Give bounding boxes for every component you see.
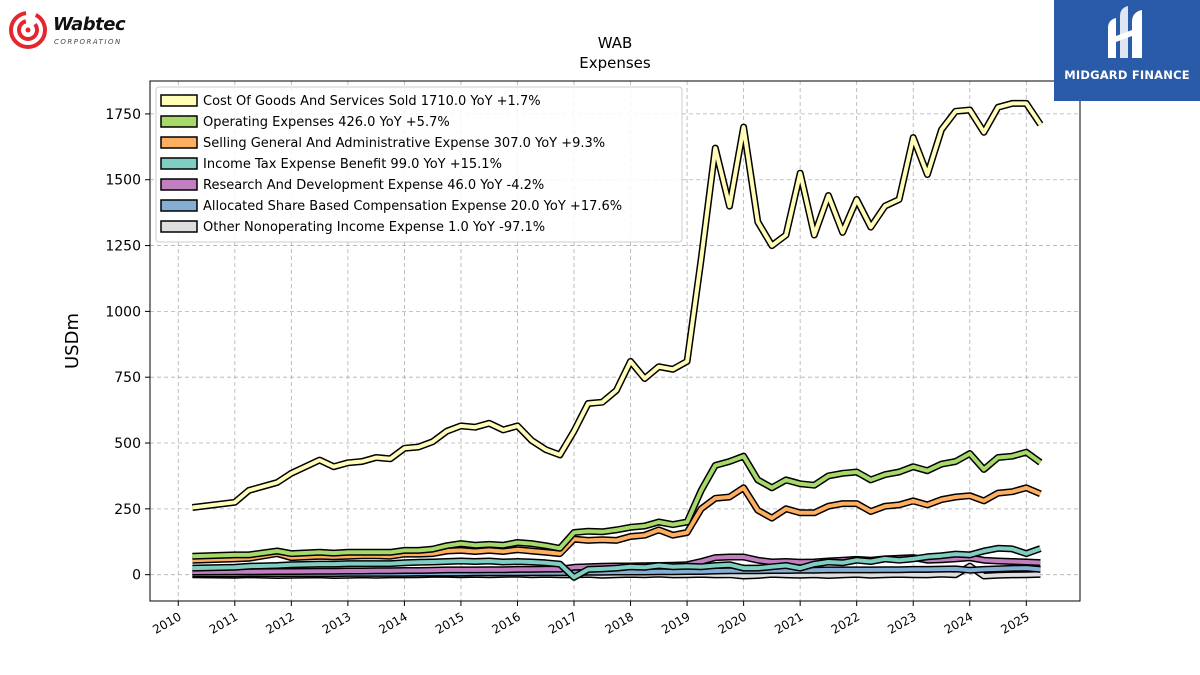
y-tick-label: 1000 (105, 304, 141, 320)
series-lines (191, 99, 1044, 581)
legend-label: Other Nonoperating Income Expense 1.0 Yo… (203, 220, 545, 235)
x-tick-label: 2024 (942, 609, 975, 636)
x-tick-label: 2017 (546, 609, 579, 636)
legend-label: Selling General And Administrative Expen… (203, 136, 605, 151)
legend-swatch (160, 178, 198, 191)
series-line (192, 101, 1043, 510)
legend-label: Operating Expenses 426.0 YoY +5.7% (203, 115, 450, 130)
x-tick-label: 2018 (603, 609, 636, 636)
x-tick-label: 2012 (263, 609, 296, 636)
series-line (192, 485, 1042, 563)
legend-swatch (160, 199, 198, 212)
x-tick-label: 2023 (885, 609, 918, 636)
x-tick-label: 2010 (150, 609, 183, 636)
x-tick-label: 2014 (376, 609, 409, 636)
y-tick-label: 500 (114, 436, 141, 452)
wabtec-logo: Wabtec CORPORATION (8, 8, 148, 52)
plot-frame (149, 80, 1081, 602)
wabtec-logo-icon (9, 11, 47, 49)
legend-swatch (160, 94, 198, 107)
x-tick-label: 2013 (320, 609, 353, 636)
wabtec-logo-subtitle: CORPORATION (54, 38, 122, 46)
x-tick-label: 2019 (659, 609, 692, 636)
x-tick-label: 2025 (998, 609, 1031, 636)
chart-title: WAB (598, 34, 633, 52)
y-tick-label: 1250 (105, 239, 141, 255)
x-tick-label: 2022 (829, 609, 862, 636)
legend-swatch (160, 157, 198, 170)
x-tick-label: 2016 (490, 609, 523, 636)
legend: Cost Of Goods And Services Sold 1710.0 Y… (155, 86, 683, 243)
midgard-logo-name: MIDGARD FINANCE (1064, 68, 1190, 82)
midgard-logo-icon (1108, 6, 1142, 58)
y-tick-label: 250 (114, 502, 141, 518)
x-tick-label: 2015 (433, 609, 466, 636)
legend-label: Allocated Share Based Compensation Expen… (203, 199, 622, 214)
y-tick-label: 0 (132, 568, 141, 584)
x-tick-label: 2020 (716, 609, 749, 636)
legend-box (155, 86, 683, 243)
chart-subtitle: Expenses (579, 54, 651, 72)
legend-swatch (160, 136, 198, 149)
y-axis-label: USDm (62, 313, 83, 369)
x-tick-label: 2011 (207, 609, 240, 636)
x-tick-label: 2021 (772, 609, 805, 636)
legend-label: Income Tax Expense Benefit 99.0 YoY +15.… (203, 157, 502, 172)
y-tick-label: 1500 (105, 173, 141, 189)
legend-label: Cost Of Goods And Services Sold 1710.0 Y… (203, 94, 541, 109)
legend-swatch (160, 115, 198, 128)
legend-label: Research And Development Expense 46.0 Yo… (203, 178, 544, 193)
y-tick-label: 750 (114, 370, 141, 386)
series-line (192, 450, 1042, 559)
midgard-finance-logo: MIDGARD FINANCE (1054, 0, 1200, 101)
legend-swatch (160, 220, 198, 233)
y-tick-label: 1750 (105, 107, 141, 123)
wabtec-logo-name: Wabtec (53, 14, 126, 35)
series-line (192, 546, 1042, 580)
